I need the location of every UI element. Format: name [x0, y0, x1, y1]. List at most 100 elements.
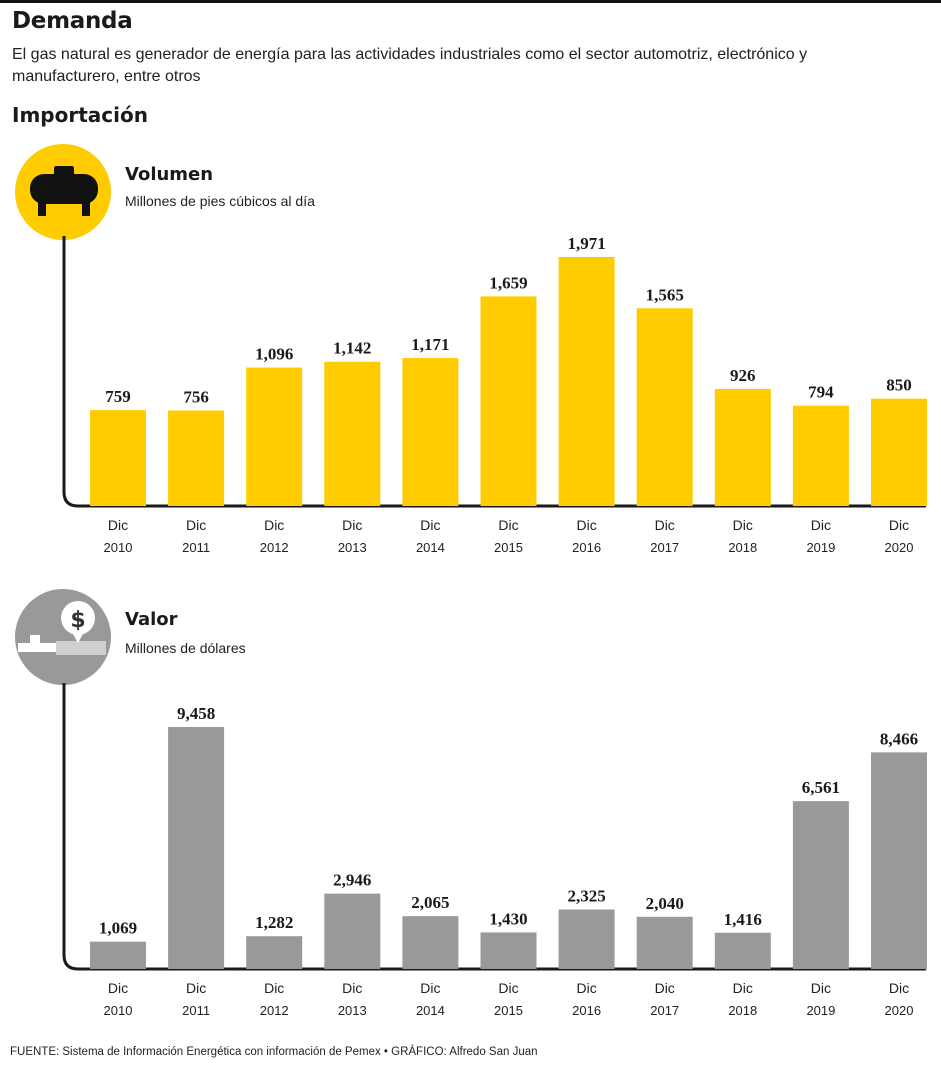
volumen-title: Volumen: [125, 164, 214, 185]
data-label: 1,282: [255, 913, 293, 932]
bar: [636, 308, 693, 506]
data-label: 1,069: [99, 919, 137, 938]
tick-label-year: 2019: [806, 540, 835, 555]
valor-chart: 1,069 Dic 2010 9,458 Dic 2011 1,282 Dic 2012 2,94…: [62, 683, 927, 1018]
volumen-chart: 759 Dic 2010 756 Dic 2011 1,096 Dic 2012 1,142 Dic…: [62, 234, 927, 555]
data-label: 850: [886, 376, 912, 395]
tick-label-year: 2018: [728, 1003, 757, 1018]
tick-label-year: 2016: [572, 540, 601, 555]
tick-label-year: 2017: [650, 540, 679, 555]
dollar-pipe-icon: $: [15, 589, 111, 685]
tick-label-month: Dic: [498, 517, 518, 533]
bar: [402, 358, 459, 506]
tick-label-year: 2011: [182, 540, 210, 555]
top-rule: [0, 0, 941, 3]
data-label: 926: [730, 366, 756, 385]
data-label: 9,458: [177, 704, 215, 723]
valor-panel: $ Valor Millones de dólares 1,069 Dic 2010…: [0, 585, 941, 1030]
bar: [558, 257, 615, 506]
data-label: 2,325: [567, 887, 605, 906]
tick-label-month: Dic: [186, 517, 206, 533]
tick-label-year: 2015: [494, 1003, 523, 1018]
valor-title: Valor: [125, 609, 178, 630]
tick-label-year: 2019: [806, 1003, 835, 1018]
volumen-unit: Millones de pies cúbicos al día: [125, 193, 315, 209]
tick-label-year: 2012: [260, 1003, 289, 1018]
tick-label-year: 2012: [260, 540, 289, 555]
tick-label-month: Dic: [264, 980, 284, 996]
volumen-panel: Volumen Millones de pies cúbicos al día …: [0, 140, 941, 570]
bar: [90, 941, 146, 969]
tick-label-year: 2016: [572, 1003, 601, 1018]
tick-label-month: Dic: [420, 980, 440, 996]
bar: [792, 801, 849, 969]
svg-text:$: $: [70, 608, 85, 633]
data-label: 2,065: [411, 893, 449, 912]
tick-label-month: Dic: [342, 980, 362, 996]
tick-label-year: 2018: [728, 540, 757, 555]
bar: [792, 405, 849, 506]
data-label: 1,142: [333, 339, 371, 358]
tick-label-month: Dic: [108, 980, 128, 996]
tick-label-year: 2015: [494, 540, 523, 555]
tick-label-month: Dic: [655, 517, 675, 533]
data-label: 759: [105, 387, 131, 406]
data-label: 1,096: [255, 345, 293, 364]
bar: [714, 932, 771, 969]
tick-label-month: Dic: [186, 980, 206, 996]
tick-label-month: Dic: [498, 980, 518, 996]
bar: [168, 410, 225, 506]
bar: [480, 296, 537, 506]
data-label: 1,659: [489, 273, 527, 292]
bar: [480, 932, 537, 969]
data-label: 1,430: [489, 909, 527, 928]
tick-label-year: 2010: [104, 1003, 133, 1018]
tick-label-month: Dic: [576, 517, 596, 533]
tick-label-month: Dic: [811, 980, 831, 996]
tick-label-month: Dic: [108, 517, 128, 533]
bar: [402, 916, 459, 969]
headline: Demanda: [12, 8, 133, 34]
tick-label-month: Dic: [264, 517, 284, 533]
tick-label-year: 2013: [338, 1003, 367, 1018]
tick-label-year: 2014: [416, 1003, 445, 1018]
bar: [871, 752, 927, 969]
source-footer: FUENTE: Sistema de Información Energétic…: [10, 1046, 538, 1058]
data-label: 1,971: [567, 234, 605, 253]
section-title: Importación: [12, 103, 148, 127]
data-label: 8,466: [880, 729, 918, 748]
tick-label-month: Dic: [733, 980, 753, 996]
tick-label-month: Dic: [420, 517, 440, 533]
bar: [246, 936, 303, 969]
tick-label-month: Dic: [733, 517, 753, 533]
gas-tank-icon: [15, 144, 111, 240]
tick-label-year: 2010: [104, 540, 133, 555]
bar: [246, 367, 303, 506]
tick-label-month: Dic: [889, 517, 909, 533]
bar: [558, 909, 615, 969]
tick-label-year: 2017: [650, 1003, 679, 1018]
tick-label-year: 2014: [416, 540, 445, 555]
data-label: 1,565: [646, 285, 684, 304]
data-label: 756: [183, 387, 209, 406]
tick-label-year: 2020: [885, 540, 914, 555]
tick-label-year: 2020: [885, 1003, 914, 1018]
axis-line: [62, 236, 926, 508]
bar: [636, 916, 693, 969]
bar: [324, 361, 381, 506]
data-label: 794: [808, 383, 834, 402]
tick-label-month: Dic: [576, 980, 596, 996]
tick-label-month: Dic: [811, 517, 831, 533]
bar: [871, 398, 927, 506]
tick-label-month: Dic: [342, 517, 362, 533]
data-label: 1,171: [411, 335, 449, 354]
tick-label-year: 2011: [182, 1003, 210, 1018]
subtitle: El gas natural es generador de energía p…: [12, 46, 808, 85]
tick-label-month: Dic: [889, 980, 909, 996]
data-label: 2,946: [333, 871, 371, 890]
data-label: 2,040: [646, 894, 684, 913]
bar: [168, 727, 225, 969]
axis-line: [62, 683, 926, 971]
bar: [324, 893, 381, 969]
bar: [90, 410, 146, 506]
